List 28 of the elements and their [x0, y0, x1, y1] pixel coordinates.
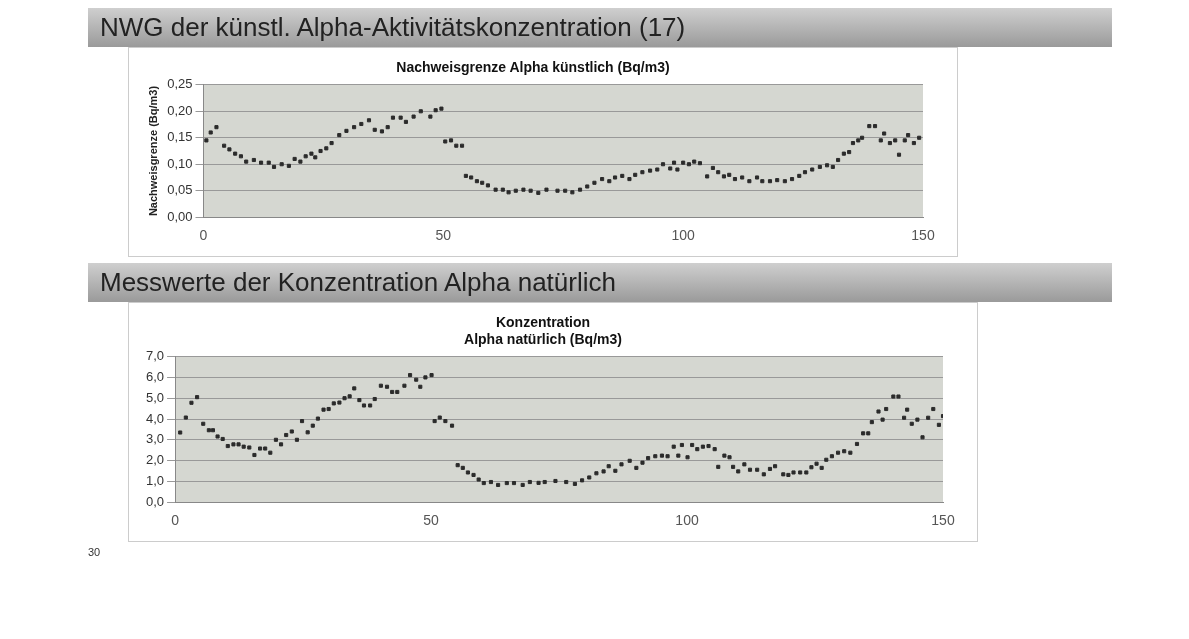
y-tick-label: 0,00 — [167, 208, 193, 224]
x-tick-label: 150 — [911, 227, 935, 244]
y-tick-label: 0,0 — [145, 493, 165, 509]
chart-title: Messwerte der Konzentration Alpha natürlich — [88, 263, 1112, 302]
y-tick-label: 5,0 — [145, 389, 165, 405]
x-tick-label: 100 — [675, 512, 699, 529]
y-tick-label: 2,0 — [145, 452, 165, 468]
y-tick-label: 0,15 — [167, 129, 193, 145]
y-tick-label: 0,05 — [167, 182, 193, 198]
y-tick-label: 0,25 — [167, 76, 193, 92]
x-tick-label: 50 — [423, 512, 440, 529]
x-tick-label: 150 — [931, 512, 955, 529]
y-tick-label: 3,0 — [145, 431, 165, 447]
text: 30 — [88, 546, 102, 558]
y-tick-label: 1,0 — [145, 472, 165, 488]
chart-title: NWG der künstl. Alpha-Aktivitätskonzentration (17) — [88, 8, 1112, 47]
chart-subtitle: Nachweisgrenze Alpha künstlich (Bq/m3) — [396, 59, 670, 76]
x-tick-label: 50 — [435, 227, 452, 244]
y-tick-label: 0,20 — [167, 102, 193, 118]
x-tick-label: 100 — [671, 227, 696, 244]
y-tick-label: 6,0 — [145, 368, 165, 384]
y-tick-label: 7,0 — [145, 348, 165, 364]
x-tick-label: 0 — [171, 512, 180, 529]
y-tick-label: 0,10 — [167, 155, 193, 171]
chart-subtitle: Konzentration Alpha natürlich (Bq/m3) — [464, 314, 622, 348]
y-axis-title: Nachweisgrenze (Bq/m3) — [146, 85, 159, 217]
y-tick-label: 4,0 — [145, 410, 165, 426]
x-tick-label: 0 — [199, 227, 208, 244]
